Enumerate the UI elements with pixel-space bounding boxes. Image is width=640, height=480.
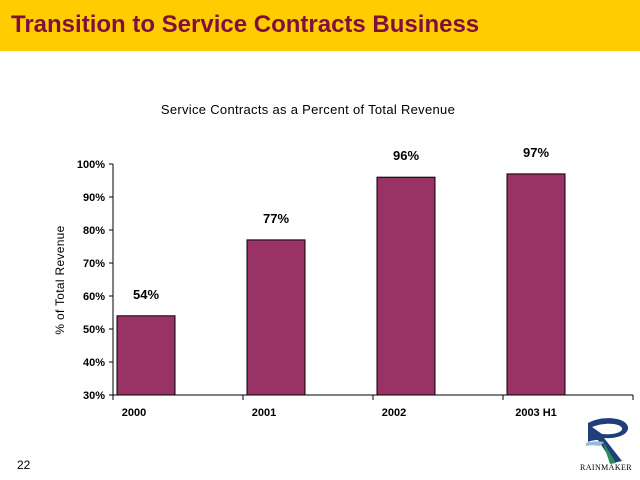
x-tick-label: 2001 [252,407,276,419]
data-label: 96% [393,148,419,163]
rainmaker-logo-icon [586,418,629,464]
x-tick-label: 2000 [122,407,146,419]
bar-2002 [376,176,436,396]
data-label: 97% [523,145,549,160]
bar-2000 [116,315,176,396]
y-tick-label: 70% [83,258,105,270]
slide-title: Transition to Service Contracts Business [11,11,480,38]
x-tick-label: 2003 H1 [515,407,557,419]
bar-2001 [246,239,306,396]
y-tick-label: 50% [83,324,105,336]
bar-2003-h1 [506,173,566,396]
data-label: 54% [133,287,159,302]
x-tick-label: 2002 [382,407,406,419]
y-tick-label: 40% [83,357,105,369]
y-tick-label: 100% [77,159,105,171]
y-tick-label: 60% [83,291,105,303]
y-tick-label: 30% [83,390,105,402]
chart-title: Service Contracts as a Percent of Total … [160,102,456,117]
y-tick-label: 90% [83,192,105,204]
page-number: 22 [17,458,31,472]
y-tick-label: 80% [83,225,105,237]
logo-text: RAINMAKER [580,463,633,472]
title-bar: Transition to Service Contracts Business [0,0,640,51]
data-label: 77% [263,211,289,226]
